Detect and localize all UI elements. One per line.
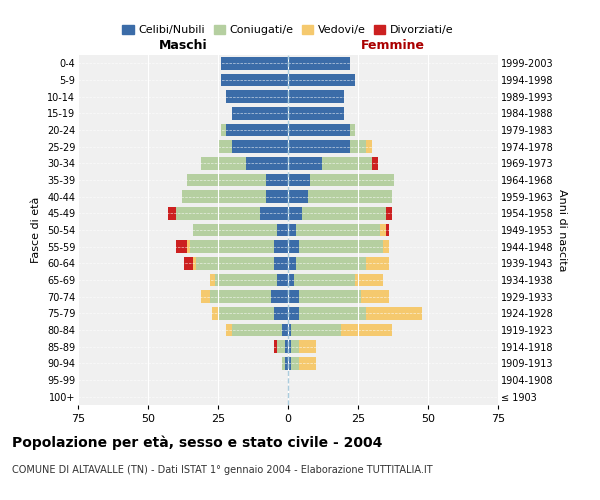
Bar — [274, 307, 288, 320]
Bar — [246, 157, 288, 170]
Text: Popolazione per età, sesso e stato civile - 2004: Popolazione per età, sesso e stato civil… — [12, 435, 382, 450]
Bar — [288, 124, 350, 136]
Bar — [232, 324, 283, 336]
Bar — [176, 207, 260, 220]
Bar — [291, 357, 299, 370]
Bar — [201, 290, 209, 303]
Bar — [288, 357, 291, 370]
Bar — [299, 240, 383, 253]
Text: COMUNE DI ALTAVALLE (TN) - Dati ISTAT 1° gennaio 2004 - Elaborazione TUTTITALIA.: COMUNE DI ALTAVALLE (TN) - Dati ISTAT 1°… — [12, 465, 433, 475]
Bar — [291, 340, 299, 353]
Bar — [296, 257, 367, 270]
Bar — [288, 107, 344, 120]
Bar — [221, 124, 226, 136]
Text: Maschi: Maschi — [158, 38, 208, 52]
Bar — [288, 240, 299, 253]
Bar — [288, 174, 310, 186]
Bar — [187, 174, 266, 186]
Bar — [221, 57, 288, 70]
Bar — [209, 290, 271, 303]
Bar — [226, 124, 288, 136]
Bar — [310, 174, 394, 186]
Bar — [308, 190, 392, 203]
Bar — [283, 324, 288, 336]
Bar — [283, 357, 285, 370]
Bar — [380, 224, 386, 236]
Bar — [201, 157, 246, 170]
Bar — [190, 240, 274, 253]
Bar — [277, 224, 288, 236]
Bar — [215, 274, 277, 286]
Bar — [288, 307, 299, 320]
Bar — [226, 324, 232, 336]
Bar — [367, 307, 422, 320]
Bar — [167, 207, 176, 220]
Bar — [299, 307, 367, 320]
Bar — [350, 124, 355, 136]
Bar — [341, 324, 392, 336]
Bar — [288, 207, 302, 220]
Bar — [193, 224, 277, 236]
Bar — [184, 257, 193, 270]
Bar — [274, 340, 277, 353]
Bar — [386, 207, 392, 220]
Bar — [285, 357, 288, 370]
Bar — [372, 157, 377, 170]
Bar — [322, 157, 372, 170]
Bar — [187, 240, 190, 253]
Bar — [218, 140, 232, 153]
Bar — [176, 240, 187, 253]
Bar — [386, 224, 389, 236]
Bar — [277, 274, 288, 286]
Bar — [288, 157, 322, 170]
Bar — [277, 340, 285, 353]
Bar — [271, 290, 288, 303]
Bar — [361, 290, 389, 303]
Bar — [266, 174, 288, 186]
Bar — [266, 190, 288, 203]
Bar — [299, 357, 316, 370]
Bar — [288, 274, 293, 286]
Bar — [274, 240, 288, 253]
Bar — [383, 240, 389, 253]
Bar — [302, 207, 386, 220]
Text: Femmine: Femmine — [361, 38, 425, 52]
Bar — [288, 57, 350, 70]
Bar — [367, 140, 372, 153]
Bar — [288, 190, 308, 203]
Bar — [288, 340, 291, 353]
Bar — [232, 140, 288, 153]
Bar — [221, 74, 288, 86]
Bar — [299, 340, 316, 353]
Y-axis label: Anni di nascita: Anni di nascita — [557, 188, 568, 271]
Legend: Celibi/Nubili, Coniugati/e, Vedovi/e, Divorziati/e: Celibi/Nubili, Coniugati/e, Vedovi/e, Di… — [118, 20, 458, 40]
Bar — [296, 224, 380, 236]
Bar — [232, 107, 288, 120]
Bar — [288, 257, 296, 270]
Bar — [288, 290, 299, 303]
Bar — [193, 257, 196, 270]
Bar — [209, 274, 215, 286]
Bar — [293, 274, 355, 286]
Bar — [288, 90, 344, 103]
Bar — [218, 307, 274, 320]
Bar — [212, 307, 218, 320]
Bar — [288, 224, 296, 236]
Bar — [226, 90, 288, 103]
Bar — [288, 140, 350, 153]
Y-axis label: Fasce di età: Fasce di età — [31, 197, 41, 263]
Bar — [355, 274, 383, 286]
Bar — [288, 74, 355, 86]
Bar — [196, 257, 274, 270]
Bar — [299, 290, 361, 303]
Bar — [367, 257, 389, 270]
Bar — [274, 257, 288, 270]
Bar — [350, 140, 367, 153]
Bar — [288, 324, 291, 336]
Bar — [260, 207, 288, 220]
Bar — [285, 340, 288, 353]
Bar — [182, 190, 266, 203]
Bar — [291, 324, 341, 336]
